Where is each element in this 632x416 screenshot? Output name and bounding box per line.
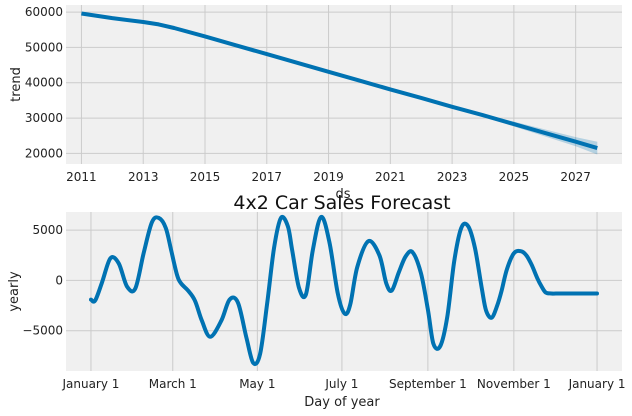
- trend-plot-area: [66, 5, 622, 164]
- yearly-gridlines: [66, 212, 622, 371]
- trend-x-tick-label: 2015: [190, 170, 221, 184]
- yearly-x-tick-labels: January 1 March 1 May 1 July 1 September 1 No…: [61, 377, 625, 391]
- yearly-plot-area: [66, 212, 622, 371]
- trend-x-axis-label: ds: [335, 187, 350, 202]
- trend-x-tick-label: 2017: [252, 170, 283, 184]
- trend-y-tick-label: 40000: [25, 76, 63, 90]
- yearly-x-tick-label: January 1: [61, 377, 119, 391]
- yearly-seasonality-line: [89, 214, 599, 367]
- trend-y-axis-label: trend: [9, 67, 24, 102]
- yearly-x-axis-label: Day of year: [304, 395, 380, 410]
- trend-y-tick-label: 60000: [25, 5, 63, 19]
- trend-x-tick-label: 2019: [313, 170, 344, 184]
- yearly-x-tick-label: May 1: [239, 377, 275, 391]
- trend-x-tick-label: 2023: [437, 170, 468, 184]
- yearly-x-tick-label: March 1: [149, 377, 197, 391]
- yearly-y-tick-labels: −5000 0 5000: [22, 223, 63, 338]
- yearly-panel: January 1 March 1 May 1 July 1 September 1 No…: [7, 192, 626, 410]
- trend-y-tick-label: 50000: [25, 40, 63, 54]
- trend-x-tick-label: 2021: [375, 170, 406, 184]
- yearly-x-tick-label: January 1: [568, 377, 626, 391]
- yearly-x-tick-label: November 1: [477, 377, 551, 391]
- yearly-y-tick-label: 5000: [32, 223, 63, 237]
- trend-line: [81, 11, 598, 151]
- trend-gridlines: [66, 5, 622, 164]
- trend-x-tick-label: 2027: [560, 170, 591, 184]
- trend-y-tick-label: 20000: [25, 146, 63, 160]
- yearly-y-tick-label: 0: [55, 273, 63, 287]
- chart-title: 4x2 Car Sales Forecast: [233, 192, 450, 214]
- yearly-y-axis-label: yearly: [7, 271, 22, 312]
- trend-x-tick-label: 2025: [499, 170, 530, 184]
- trend-x-tick-label: 2011: [66, 170, 97, 184]
- yearly-x-tick-label: July 1: [324, 377, 358, 391]
- yearly-y-tick-label: −5000: [22, 324, 63, 338]
- trend-x-tick-label: 2013: [128, 170, 159, 184]
- trend-y-tick-label: 30000: [25, 111, 63, 125]
- trend-y-tick-labels: 20000 30000 40000 50000 60000: [25, 5, 63, 160]
- yearly-x-tick-label: September 1: [389, 377, 467, 391]
- trend-panel: 2011 2013 2015 2017 2019 2021 2023 2025 2027 200…: [9, 5, 622, 202]
- trend-x-tick-labels: 2011 2013 2015 2017 2019 2021 2023 2025 2027: [66, 170, 591, 184]
